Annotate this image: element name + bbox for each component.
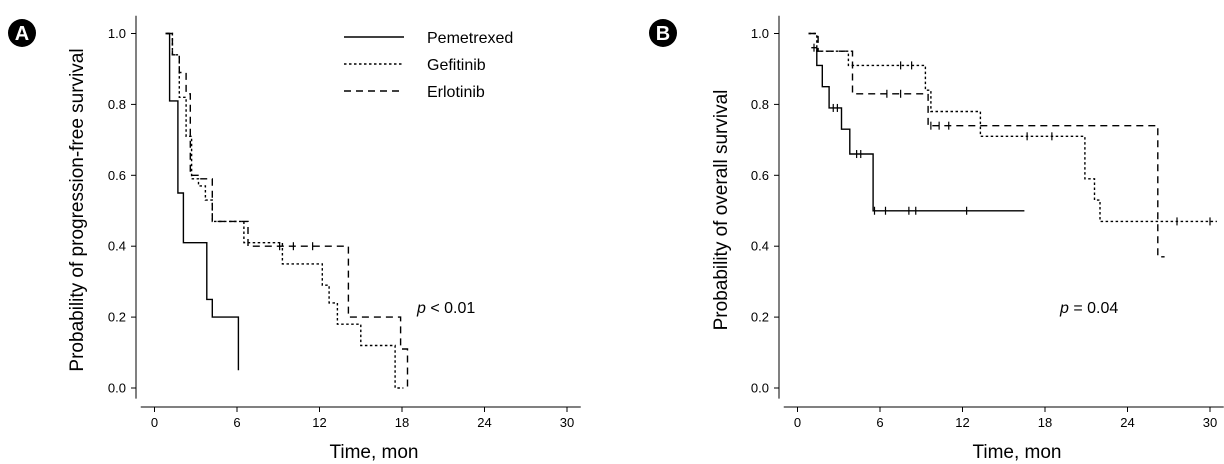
y-tick-label: 0.8 (108, 97, 126, 112)
curve-gefitinib-b (808, 32, 1217, 223)
y-tick-label: 0.2 (108, 310, 126, 325)
y-tick-label: 0.4 (108, 239, 126, 254)
plot-area-b: 0 6 12 18 24 30 0.0 0.2 0.4 0.6 0.8 1.0 (751, 15, 1224, 430)
x-tick-label: 0 (151, 415, 158, 430)
curve-pemetrexed-b (811, 47, 1025, 212)
plot-area-a: 0 6 12 18 24 30 0.0 0.2 0.4 0.6 0.8 1.0 (108, 15, 581, 430)
x-tick-label: 24 (1120, 415, 1134, 430)
p-value-a-rest: < 0.01 (426, 300, 475, 317)
y-tick-label: 1.0 (751, 26, 769, 41)
x-tick-label: 6 (876, 415, 883, 430)
x-axis-title-a: Time, mon (329, 442, 418, 463)
panel-b-letter: B (656, 23, 670, 45)
x-tick-label: 12 (312, 415, 326, 430)
y-axis-title-b: Probability of overall survival (711, 90, 732, 331)
p-value-b: p = 0.04 (1059, 300, 1118, 317)
p-value-b-rest: = 0.04 (1069, 300, 1118, 317)
curve-erlotinib-a (165, 32, 409, 388)
p-value-b-symbol: p (1059, 300, 1069, 317)
legend-label-pemetrexed: Pemetrexed (427, 30, 513, 47)
curve-gefitinib-a (166, 32, 404, 389)
x-tick-label: 6 (233, 415, 240, 430)
legend-label-erlotinib: Erlotinib (427, 84, 485, 101)
x-tick-label: 18 (395, 415, 409, 430)
x-tick-label: 24 (477, 415, 491, 430)
panel-b: B Probability of overall survival Time, … (649, 15, 1224, 463)
y-tick-label: 0.4 (751, 239, 769, 254)
y-axis-title-a: Probability of progression-free survival (67, 48, 88, 371)
legend: Pemetrexed Gefitinib Erlotinib (344, 30, 513, 101)
curve-pemetrexed-a (165, 32, 240, 371)
curve-erlotinib-b (808, 32, 1165, 258)
y-tick-label: 0.0 (751, 381, 769, 396)
y-tick-label: 0.8 (751, 97, 769, 112)
panel-a-badge (8, 19, 36, 47)
y-tick-label: 0.6 (751, 168, 769, 183)
y-tick-label: 1.0 (108, 26, 126, 41)
panel-a-letter: A (15, 23, 29, 45)
x-tick-label: 0 (794, 415, 801, 430)
x-tick-label: 18 (1038, 415, 1052, 430)
y-tick-label: 0.6 (108, 168, 126, 183)
x-axis-title-b: Time, mon (972, 442, 1061, 463)
p-value-a-symbol: p (416, 300, 426, 317)
y-tick-label: 0.2 (751, 310, 769, 325)
legend-label-gefitinib: Gefitinib (427, 57, 486, 74)
x-tick-label: 12 (955, 415, 969, 430)
x-tick-label: 30 (1203, 415, 1217, 430)
x-tick-label: 30 (560, 415, 574, 430)
y-tick-label: 0.0 (108, 381, 126, 396)
panel-a: A Probability of progression-free surviv… (8, 15, 581, 463)
panel-b-badge (649, 19, 677, 47)
p-value-a: p < 0.01 (416, 300, 475, 317)
